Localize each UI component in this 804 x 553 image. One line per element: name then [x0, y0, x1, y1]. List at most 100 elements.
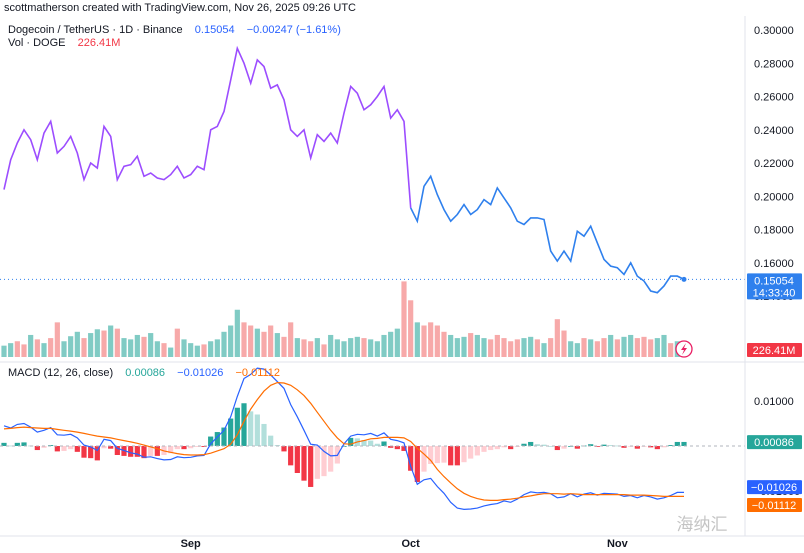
macd-histogram-bar: [381, 441, 387, 446]
price-badge-text: 14:33:40: [753, 287, 796, 299]
macd-histogram-bar: [321, 446, 327, 477]
macd-histogram-bar: [294, 446, 300, 473]
volume-bar: [381, 334, 387, 357]
macd-histogram-bar: [228, 418, 234, 446]
macd-histogram-bar: [434, 446, 440, 464]
volume-bar: [374, 341, 380, 357]
volume-bar: [161, 343, 167, 357]
volume-label[interactable]: Vol · DOGE: [8, 37, 66, 49]
volume-bar: [208, 341, 214, 357]
price-badge-text: 0.15054: [754, 275, 794, 287]
macd-histogram-bar: [621, 446, 627, 448]
volume-bar: [174, 328, 180, 357]
volume-bar: [268, 325, 274, 357]
macd-histogram-bar: [574, 446, 580, 449]
macd-histogram-bar: [168, 446, 174, 454]
volume-bar: [54, 322, 60, 357]
macd-histogram-bar: [254, 414, 260, 446]
macd-histogram-bar: [448, 446, 454, 466]
macd-histogram-bar: [528, 441, 534, 446]
macd-histogram-bar: [488, 446, 494, 451]
macd-line: [3, 367, 684, 511]
watermark-text: 海纳汇: [677, 515, 728, 535]
macd-lines: [0, 367, 745, 511]
volume-badge: 226.41M: [747, 343, 802, 357]
macd-histogram-bar: [88, 446, 94, 459]
volume-bar: [301, 339, 307, 357]
macd-histogram-bar: [148, 446, 154, 456]
volume-bar: [201, 344, 207, 357]
volume-bar: [154, 341, 160, 357]
volume-bar: [288, 322, 294, 357]
volume-bar: [428, 322, 434, 357]
volume-bar: [308, 341, 314, 357]
macd-histogram-bar: [194, 446, 200, 447]
macd-histogram-bar: [34, 446, 40, 451]
macd-histogram-bar: [414, 446, 420, 482]
volume-bar: [14, 341, 20, 357]
chart-extras: 海纳汇: [675, 340, 728, 535]
volume-bar: [554, 319, 560, 357]
volume-bar: [661, 334, 667, 357]
volume-bar: [534, 339, 540, 357]
volume-bar: [294, 338, 300, 357]
volume-bar: [368, 339, 374, 357]
volume-bar: [628, 334, 634, 357]
macd-histogram-bar: [368, 440, 374, 446]
volume-bar: [281, 336, 287, 357]
macd-histogram-bar: [541, 444, 547, 446]
macd-histogram-bar: [534, 444, 540, 446]
macd-histogram-bar: [68, 446, 74, 450]
symbol-header: Dogecoin / TetherUS · 1D · Binance 0.150…: [8, 24, 341, 36]
macd-line-badge: −0.01026: [747, 480, 802, 495]
macd-histogram-bar: [141, 446, 147, 459]
macd-histogram-bar: [374, 443, 380, 446]
macd-histogram: [1, 403, 687, 487]
time-axis-tick: Nov: [607, 538, 629, 550]
volume-bar: [574, 343, 580, 357]
macd-histogram-bar: [234, 407, 240, 446]
macd-histogram-bar: [188, 446, 194, 449]
macd-histogram-bar: [634, 446, 640, 449]
macd-histogram-bar: [301, 446, 307, 481]
volume-bar: [434, 325, 440, 357]
volume-bar: [101, 330, 107, 357]
volume-bar: [341, 341, 347, 357]
macd-histogram-bar: [668, 445, 674, 446]
macd-histogram-bar: [214, 432, 220, 446]
price-line: [0, 45, 745, 294]
volume-bar: [1, 345, 7, 357]
volume-bar: [108, 325, 114, 357]
volume-bar: [128, 339, 134, 357]
price-change: −0.00247 (−1.61%): [246, 24, 341, 36]
volume-bar: [514, 339, 520, 357]
volume-bar: [348, 338, 354, 357]
volume-bar: [181, 339, 187, 357]
macd-label[interactable]: MACD (12, 26, close): [8, 367, 114, 379]
lightning-icon[interactable]: [675, 340, 693, 358]
volume-bar: [461, 336, 467, 357]
macd-histogram-bar: [388, 446, 394, 448]
macd-histogram-bar: [421, 446, 427, 472]
volume-bar: [521, 338, 527, 357]
macd-histogram-bar: [181, 446, 187, 450]
macd-histogram-bar: [134, 446, 140, 457]
macd-histogram-bar: [41, 446, 47, 448]
macd-histogram-bar: [428, 446, 434, 464]
macd-histogram-bar: [561, 446, 567, 449]
symbol-title[interactable]: Dogecoin / TetherUS · 1D · Binance: [8, 24, 183, 36]
volume-bar: [454, 338, 460, 357]
macd-histogram-bar: [128, 446, 134, 457]
volume-bar: [8, 343, 14, 357]
macd-histogram-bar: [1, 442, 7, 446]
volume-bar: [441, 331, 447, 357]
price-axis-tick: 0.26000: [754, 92, 794, 104]
volume-bar: [561, 330, 567, 357]
volume-bar: [541, 343, 547, 357]
volume-bar: [48, 338, 54, 357]
macd-histogram-bar: [208, 436, 214, 446]
price-line-segment-late: [409, 174, 685, 294]
macd-histogram-bar: [601, 444, 607, 446]
volume-bar: [321, 344, 327, 357]
